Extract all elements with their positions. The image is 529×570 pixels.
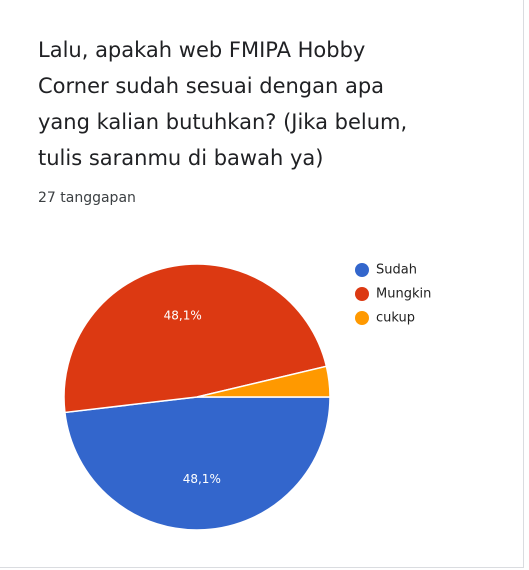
legend-label: Sudah	[376, 263, 417, 278]
legend-label: Mungkin	[376, 287, 431, 302]
response-count: 27 tanggapan	[38, 190, 136, 206]
pie-slices	[63, 263, 331, 531]
legend-item-cukup: cukup	[355, 311, 415, 326]
legend-item-sudah: Sudah	[355, 263, 417, 278]
legend-swatch	[355, 311, 369, 325]
pie-slice-cukup	[196, 365, 331, 398]
question-title: Lalu, apakah web FMIPA Hobby Corner suda…	[38, 38, 408, 170]
legend-swatch	[355, 287, 369, 301]
legend-label: cukup	[376, 311, 415, 326]
pie-slice-sudah	[64, 396, 331, 531]
legend-swatch	[355, 263, 369, 277]
chart-legend: Sudah Mungkin cukup	[355, 263, 431, 326]
pie-slice-labels: 48,1% 48,1%	[164, 308, 221, 486]
pie-slice-mungkin	[63, 263, 328, 414]
legend-item-mungkin: Mungkin	[355, 287, 431, 302]
slice-value-label: 48,1%	[183, 472, 221, 486]
slice-value-label: 48,1%	[164, 308, 202, 322]
